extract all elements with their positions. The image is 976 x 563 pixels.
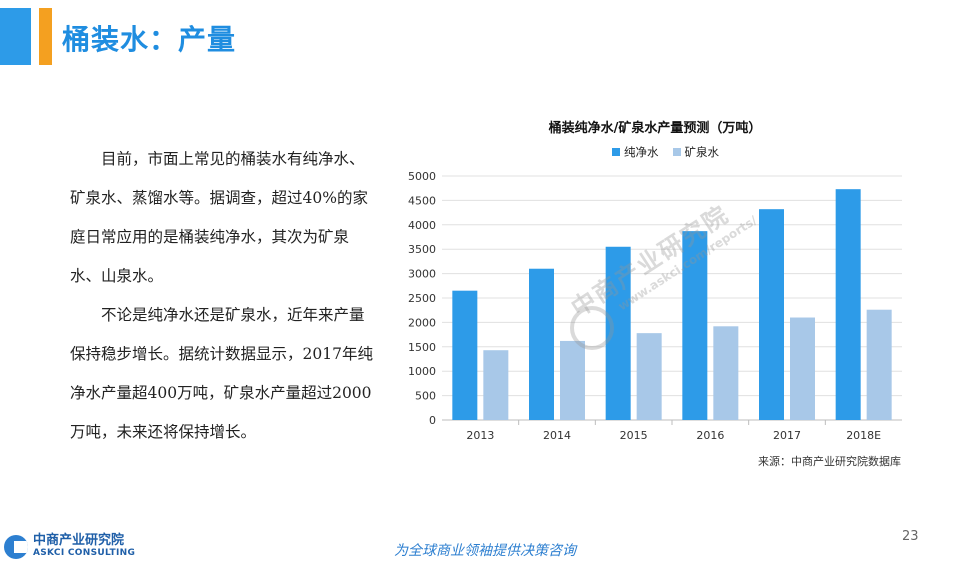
bar-pure bbox=[529, 268, 554, 420]
y-tick-label: 1500 bbox=[408, 341, 436, 354]
x-tick-label: 2017 bbox=[773, 429, 801, 442]
y-tick-label: 5000 bbox=[408, 170, 436, 183]
bar-pure bbox=[759, 209, 784, 420]
legend-label-pure: 纯净水 bbox=[624, 145, 659, 159]
bar-mineral bbox=[866, 309, 892, 420]
logo-name-en: ASKCI CONSULTING bbox=[33, 548, 136, 558]
x-tick-label: 2016 bbox=[696, 429, 724, 442]
y-tick-label: 4000 bbox=[408, 219, 436, 232]
company-logo: 中商产业研究院 ASKCI CONSULTING bbox=[4, 534, 135, 559]
legend-item-mineral: 矿泉水 bbox=[672, 144, 720, 160]
paragraph-2: 不论是纯净水还是矿泉水，近年来产量保持稳步增长。据统计数据显示，2017年纯净水… bbox=[70, 306, 373, 441]
chart-title: 桶装纯净水/矿泉水产量预测（万吨） bbox=[548, 121, 762, 136]
y-tick-label: 2000 bbox=[408, 316, 436, 329]
y-tick-label: 500 bbox=[415, 390, 436, 403]
footer-slogan: 为全球商业领袖提供决策咨询 bbox=[394, 543, 576, 559]
logo-text: 中商产业研究院 ASKCI CONSULTING bbox=[33, 534, 135, 559]
logo-icon bbox=[4, 534, 28, 559]
legend-swatch-pure bbox=[612, 148, 620, 156]
page-number: 23 bbox=[902, 529, 919, 544]
legend-label-mineral: 矿泉水 bbox=[684, 145, 720, 159]
legend-item-pure: 纯净水 bbox=[612, 144, 659, 160]
y-tick-label: 0 bbox=[429, 414, 436, 427]
title-accent-bar-orange bbox=[39, 8, 52, 65]
legend-swatch-mineral bbox=[672, 148, 681, 156]
y-tick-label: 4500 bbox=[408, 194, 436, 207]
y-tick-label: 3000 bbox=[408, 268, 436, 281]
chart-legend: 纯净水 矿泉水 bbox=[612, 144, 719, 160]
bar-pure bbox=[682, 231, 708, 420]
y-tick-label: 1000 bbox=[408, 365, 436, 378]
title-accent-bar-blue bbox=[0, 8, 31, 65]
chart-source: 来源：中商产业研究院数据库 bbox=[758, 455, 901, 468]
bar-pure bbox=[835, 189, 861, 420]
bar-mineral bbox=[483, 350, 509, 420]
y-tick-label: 3500 bbox=[408, 243, 436, 256]
bar-mineral bbox=[713, 326, 739, 420]
x-tick-label: 2014 bbox=[543, 429, 571, 442]
y-tick-label: 2500 bbox=[408, 292, 436, 305]
x-tick-label: 2013 bbox=[466, 429, 494, 442]
paragraph-1: 目前，市面上常见的桶装水有纯净水、矿泉水、蒸馏水等。据调查，超过40%的家庭日常… bbox=[70, 150, 368, 285]
bar-mineral bbox=[560, 340, 585, 420]
x-tick-label: 2015 bbox=[620, 429, 648, 442]
bar-pure bbox=[452, 290, 478, 420]
logo-name-cn: 中商产业研究院 bbox=[33, 533, 125, 548]
x-tick-label: 2018E bbox=[846, 429, 881, 442]
bar-mineral bbox=[790, 317, 815, 420]
bar-mineral bbox=[636, 333, 662, 420]
watermark-logo-icon bbox=[570, 306, 614, 350]
body-text: 目前，市面上常见的桶装水有纯净水、矿泉水、蒸馏水等。据调查，超过40%的家庭日常… bbox=[70, 140, 375, 452]
page-title: 桶装水：产量 bbox=[62, 23, 237, 56]
